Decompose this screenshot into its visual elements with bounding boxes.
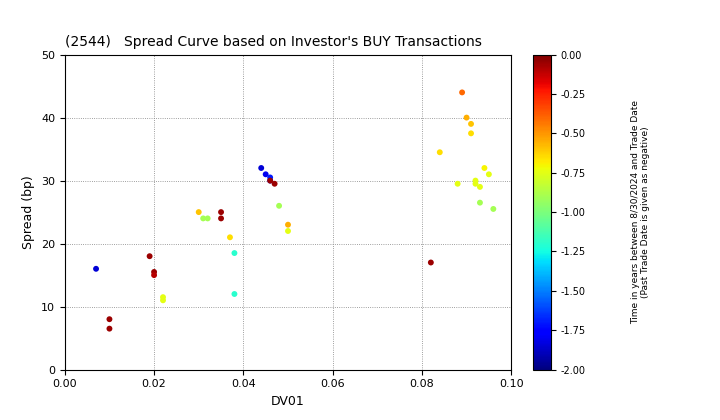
Point — [197, 215, 209, 222]
Point — [269, 181, 280, 187]
Point — [461, 114, 472, 121]
Text: (2544)   Spread Curve based on Investor's BUY Transactions: (2544) Spread Curve based on Investor's … — [65, 35, 482, 49]
Point — [157, 297, 168, 304]
Point — [282, 228, 294, 234]
Point — [148, 272, 160, 278]
Point — [229, 291, 240, 297]
Point — [452, 181, 464, 187]
Point — [483, 171, 495, 178]
Text: Time in years between 8/30/2024 and Trade Date
(Past Trade Date is given as nega: Time in years between 8/30/2024 and Trad… — [631, 100, 650, 324]
Point — [148, 269, 160, 276]
Point — [465, 130, 477, 137]
Point — [260, 171, 271, 178]
Point — [144, 253, 156, 260]
Point — [229, 249, 240, 256]
Point — [104, 316, 115, 323]
Point — [465, 121, 477, 127]
Point — [274, 202, 285, 209]
Point — [264, 174, 276, 181]
Point — [224, 234, 235, 241]
Point — [282, 221, 294, 228]
Point — [264, 177, 276, 184]
Point — [264, 177, 276, 184]
Point — [157, 294, 168, 301]
X-axis label: DV01: DV01 — [271, 395, 305, 408]
Point — [479, 165, 490, 171]
Point — [202, 215, 213, 222]
Point — [434, 149, 446, 155]
Point — [487, 205, 499, 212]
Point — [215, 209, 227, 215]
Point — [90, 265, 102, 272]
Point — [456, 89, 468, 96]
Point — [474, 199, 486, 206]
Point — [215, 215, 227, 222]
Point — [193, 209, 204, 215]
Point — [474, 184, 486, 190]
Point — [469, 181, 481, 187]
Point — [256, 165, 267, 171]
Y-axis label: Spread (bp): Spread (bp) — [22, 175, 35, 249]
Point — [469, 177, 481, 184]
Point — [104, 325, 115, 332]
Point — [425, 259, 436, 266]
